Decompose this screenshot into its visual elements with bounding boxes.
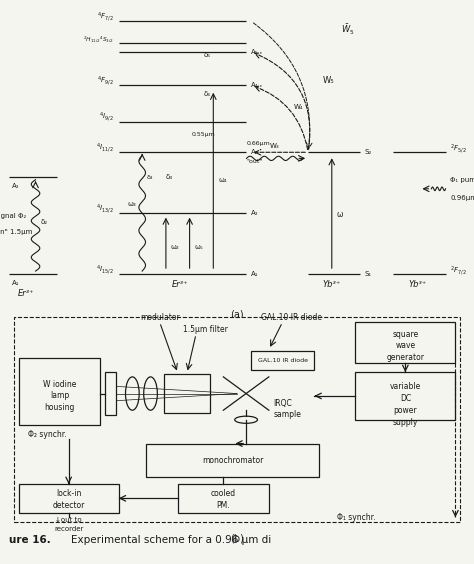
Ellipse shape: [126, 377, 139, 410]
Bar: [251, 351, 314, 370]
Text: $^4I_{11/2}$: $^4I_{11/2}$: [96, 141, 114, 154]
Text: 1.5μm filter: 1.5μm filter: [182, 325, 228, 334]
Text: lock-in: lock-in: [56, 489, 82, 498]
Text: (b): (b): [230, 534, 244, 544]
Text: IRQC: IRQC: [273, 399, 292, 408]
Text: S₁: S₁: [365, 271, 372, 277]
Text: $^2F_{7/2}$: $^2F_{7/2}$: [450, 265, 467, 277]
Text: ure 16.: ure 16.: [9, 535, 51, 545]
Text: ω₂: ω₂: [171, 244, 179, 250]
Ellipse shape: [235, 416, 257, 424]
Text: recorder: recorder: [54, 526, 83, 532]
Text: 0.66μm: 0.66μm: [246, 141, 270, 146]
Text: A₄: A₄: [251, 82, 259, 89]
Text: Φ₂ synchr.: Φ₂ synchr.: [27, 430, 66, 439]
Text: A₃: A₃: [251, 149, 259, 155]
Text: GAL.10 IR diode: GAL.10 IR diode: [261, 313, 322, 322]
Text: $^2F_{5/2}$: $^2F_{5/2}$: [450, 143, 467, 155]
Text: A₅: A₅: [251, 49, 259, 55]
Text: Φ₁ synchr.: Φ₁ synchr.: [337, 513, 375, 522]
Text: $^4I_{9/2}$: $^4I_{9/2}$: [99, 111, 114, 124]
Text: W₃: W₃: [270, 143, 280, 149]
Text: Er³⁺: Er³⁺: [172, 280, 188, 289]
Text: variable: variable: [390, 382, 421, 391]
Text: W₅: W₅: [322, 76, 334, 85]
Text: DC: DC: [400, 394, 411, 403]
Text: wave: wave: [395, 341, 415, 350]
Text: ω₃: ω₃: [128, 201, 137, 207]
Text: $^4F_{7/2}$: $^4F_{7/2}$: [97, 10, 114, 23]
Text: PM.: PM.: [217, 501, 230, 510]
Text: housing: housing: [45, 403, 75, 412]
Bar: [356, 372, 456, 420]
Text: monochromator: monochromator: [202, 456, 263, 465]
Text: "in" 1.5μm: "in" 1.5μm: [0, 228, 33, 235]
Text: power: power: [393, 406, 417, 415]
Text: S₂: S₂: [365, 149, 372, 155]
Text: ω₄: ω₄: [218, 177, 227, 183]
Text: generator: generator: [386, 353, 424, 362]
Text: "out": "out": [246, 160, 263, 165]
Text: δ₃: δ₃: [147, 175, 153, 180]
Bar: [178, 484, 269, 513]
Text: Φ₁ pump: Φ₁ pump: [450, 177, 474, 183]
Text: $^4F_{9/2}$: $^4F_{9/2}$: [97, 74, 114, 87]
Text: signal Φ₂: signal Φ₂: [0, 213, 27, 219]
Text: A₂: A₂: [251, 210, 259, 216]
Bar: [18, 484, 118, 513]
Text: Yb³⁺: Yb³⁺: [408, 280, 426, 289]
Bar: [105, 372, 117, 415]
Text: A₁: A₁: [251, 271, 259, 277]
Text: square: square: [392, 329, 419, 338]
Text: W iodine: W iodine: [43, 380, 76, 389]
Text: $\bar{W}_5$: $\bar{W}_5$: [341, 22, 355, 37]
Text: $^4I_{13/2}$: $^4I_{13/2}$: [96, 202, 114, 215]
Ellipse shape: [144, 377, 157, 410]
Text: $^4I_{15/2}$: $^4I_{15/2}$: [96, 263, 114, 276]
Text: $^2H_{11/2}$$^4S_{3/2}$: $^2H_{11/2}$$^4S_{3/2}$: [83, 34, 114, 44]
Text: W₄: W₄: [294, 104, 303, 109]
Text: Er³⁺: Er³⁺: [18, 289, 34, 298]
Text: A₁: A₁: [12, 280, 19, 287]
Text: Yb³⁺: Yb³⁺: [323, 280, 341, 289]
Text: δ₃: δ₃: [166, 174, 173, 180]
Text: cooled: cooled: [211, 489, 236, 498]
Bar: [146, 443, 319, 477]
Bar: [18, 358, 100, 425]
Text: sample: sample: [273, 411, 301, 420]
Text: Experimental scheme for a 0.96 μm di: Experimental scheme for a 0.96 μm di: [71, 535, 271, 545]
Text: ω: ω: [337, 210, 343, 219]
Text: lamp: lamp: [50, 391, 69, 400]
Text: ↓out to: ↓out to: [55, 517, 82, 523]
Text: 0.96μm: 0.96μm: [450, 195, 474, 201]
Text: detector: detector: [53, 501, 85, 510]
Text: supply: supply: [392, 417, 418, 426]
Text: 0.55μm: 0.55μm: [192, 132, 216, 137]
Text: GAL.10 IR diode: GAL.10 IR diode: [257, 358, 308, 363]
Text: δ₂: δ₂: [40, 219, 47, 226]
Text: δ₅: δ₅: [204, 52, 211, 58]
Text: (a): (a): [230, 310, 244, 320]
Text: modulator: modulator: [140, 313, 180, 322]
Text: δ₄: δ₄: [204, 91, 211, 98]
Text: A₂: A₂: [12, 183, 19, 189]
Text: ω₅: ω₅: [194, 244, 203, 250]
Bar: [356, 322, 456, 363]
Bar: [164, 374, 210, 413]
